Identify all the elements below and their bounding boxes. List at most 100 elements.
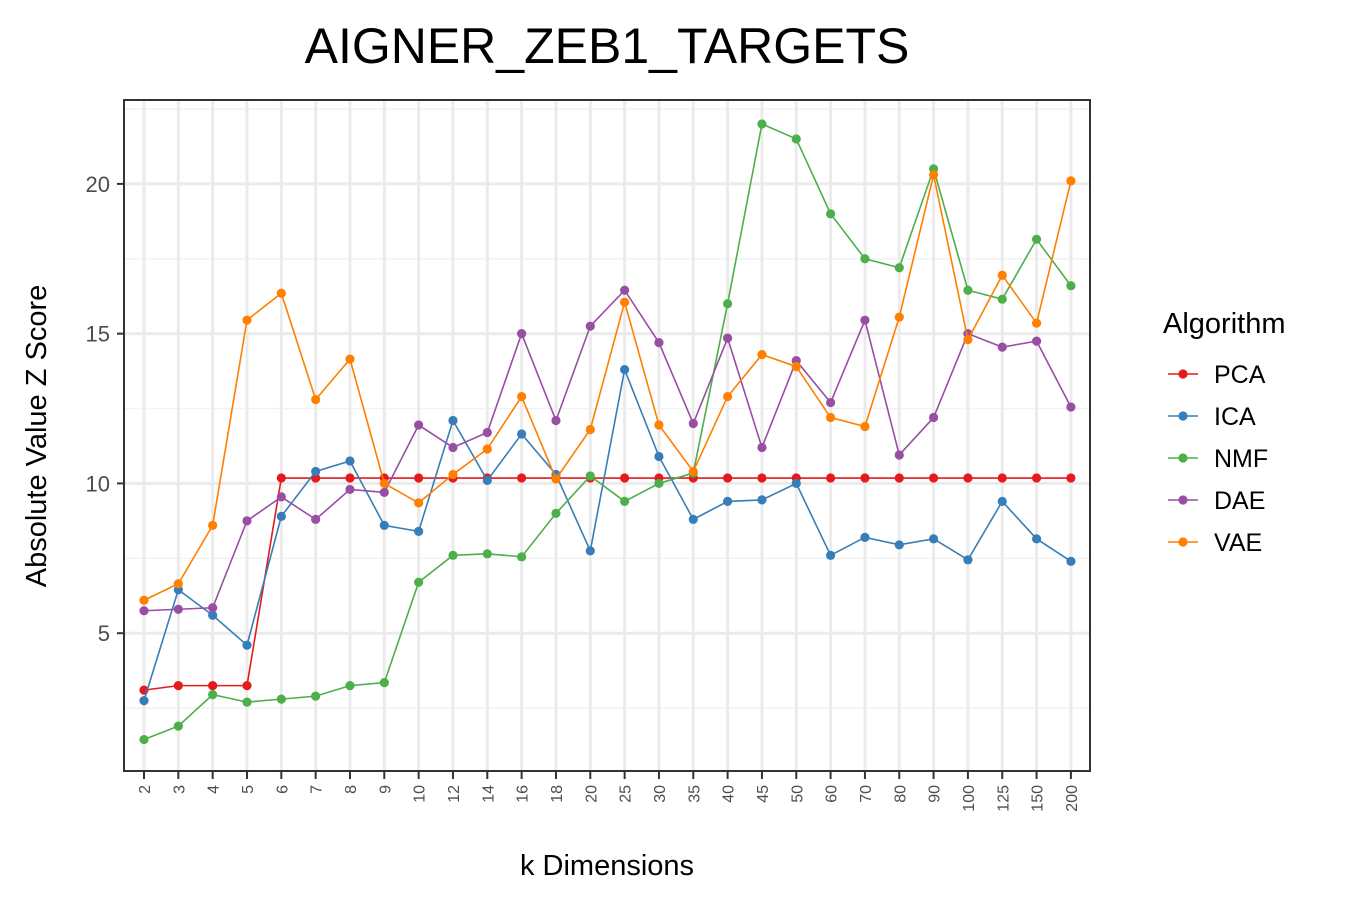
data-point [139, 606, 149, 616]
data-point [345, 681, 355, 691]
data-point [757, 495, 767, 505]
x-tick-label: 14 [480, 785, 497, 803]
data-point [723, 391, 733, 402]
data-point [928, 473, 939, 483]
series-line-nmf [143, 122, 1072, 741]
data-point [963, 473, 973, 483]
x-tick-label: 150 [1030, 785, 1047, 812]
x-tick-label: 45 [755, 785, 772, 803]
data-point [517, 473, 527, 483]
data-point [551, 415, 561, 426]
x-tick-label: 60 [824, 785, 841, 803]
x-tick-label: 70 [858, 785, 875, 803]
legend-key-point [1178, 411, 1188, 421]
data-point [242, 681, 252, 691]
data-point [723, 299, 733, 309]
data-point [1031, 318, 1042, 328]
data-point [826, 412, 836, 423]
data-point [517, 329, 527, 339]
data-point [276, 492, 286, 502]
data-point [208, 690, 218, 700]
data-point [620, 496, 630, 507]
data-point [482, 549, 492, 559]
data-point [620, 285, 630, 295]
data-point [997, 294, 1007, 304]
data-point [448, 550, 458, 560]
legend-label: ICA [1214, 403, 1256, 431]
data-point [1066, 176, 1076, 186]
data-point [894, 263, 904, 273]
x-tick-label: 100 [961, 785, 978, 812]
data-point [311, 691, 321, 701]
data-point [860, 421, 870, 432]
data-point [963, 555, 973, 565]
data-point [963, 285, 973, 295]
data-point [448, 469, 458, 480]
data-point [379, 478, 389, 489]
data-point [173, 681, 183, 691]
data-point [276, 694, 286, 704]
data-point [208, 603, 218, 613]
data-point [585, 424, 595, 435]
data-point [414, 420, 424, 430]
data-point [1031, 336, 1042, 346]
data-point [757, 473, 767, 483]
data-point [1031, 534, 1042, 544]
data-point [311, 514, 321, 524]
data-point [654, 478, 664, 489]
x-tick-label: 30 [652, 785, 669, 803]
series-nmf [139, 119, 1076, 745]
data-point [311, 394, 321, 405]
data-point [1066, 556, 1076, 566]
data-point [173, 604, 183, 614]
legend-item-pca: PCA [1168, 361, 1266, 389]
data-point [517, 552, 527, 562]
x-tick-label: 35 [686, 785, 703, 803]
data-point [894, 473, 904, 483]
data-point [448, 415, 458, 426]
data-point [928, 534, 939, 544]
legend-item-vae: VAE [1168, 529, 1262, 557]
data-point [688, 418, 698, 429]
series-line-ica [143, 366, 1072, 701]
data-point [826, 550, 836, 560]
x-tick-label: 40 [721, 785, 738, 803]
data-point [997, 496, 1007, 507]
data-point [139, 696, 149, 706]
panel-border [123, 99, 1091, 772]
data-point [551, 508, 561, 518]
series-pca [139, 473, 1076, 695]
data-point [345, 456, 355, 466]
series-line-dae [143, 288, 1072, 612]
legend-key-point [1178, 537, 1188, 547]
data-point [585, 321, 595, 331]
legend-key-point [1178, 453, 1188, 463]
data-point [928, 170, 939, 180]
data-point [517, 391, 527, 402]
legend-key-point [1178, 369, 1188, 379]
data-point [311, 466, 321, 477]
data-point [654, 451, 664, 462]
data-point [379, 487, 389, 498]
y-tick-label: 10 [86, 471, 110, 496]
x-tick-label: 18 [549, 785, 566, 803]
data-point [448, 442, 458, 453]
data-point [414, 577, 424, 587]
y-tick-label: 20 [86, 172, 110, 197]
data-point [894, 312, 904, 322]
legend-key-point [1178, 495, 1188, 505]
x-tick-label: 50 [789, 785, 806, 803]
legend: Algorithm PCA ICA NMF DAE VAE [1163, 308, 1286, 557]
legend-title: Algorithm [1163, 308, 1286, 340]
data-point [963, 335, 973, 345]
data-point [139, 595, 149, 605]
data-point [860, 254, 870, 264]
data-point [997, 270, 1007, 280]
data-point [242, 697, 252, 707]
x-tick-label: 125 [995, 785, 1012, 812]
data-point [620, 297, 630, 307]
x-tick-label: 20 [583, 785, 600, 803]
data-point [757, 119, 767, 129]
data-point [208, 610, 218, 620]
